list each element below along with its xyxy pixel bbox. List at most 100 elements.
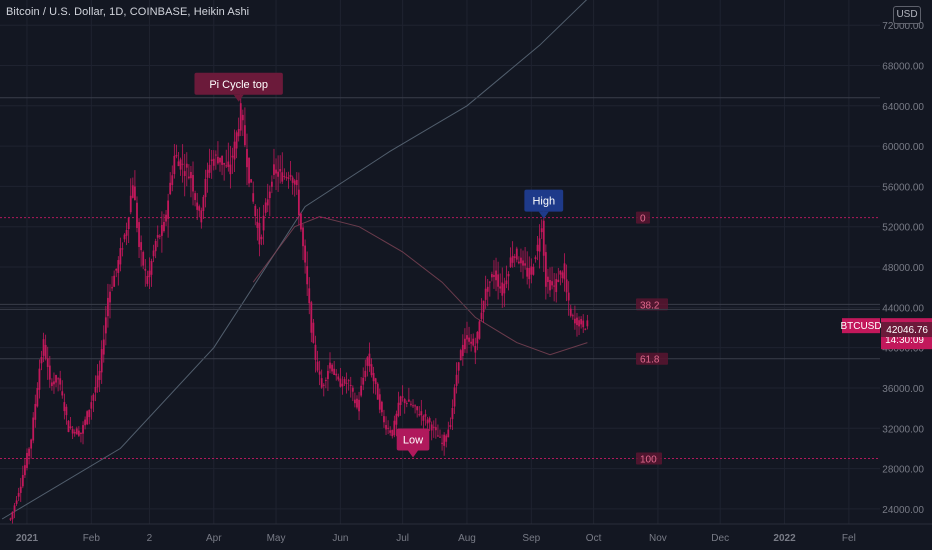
candle-body [131, 185, 134, 198]
short-term-ma-line [252, 216, 588, 356]
candle-body [206, 169, 209, 178]
candle-body [333, 368, 336, 376]
candle-body [526, 267, 529, 277]
candle-body [434, 427, 437, 431]
candle-body [57, 378, 60, 380]
candle-body [407, 399, 410, 402]
candle-body [285, 177, 288, 179]
candle-body [9, 518, 12, 520]
candle-body [414, 405, 416, 407]
candle-body [522, 260, 524, 266]
candle-body [198, 206, 201, 211]
candle-body [239, 103, 242, 131]
candle-body [551, 281, 553, 286]
y-tick-label: 28000.00 [882, 465, 924, 476]
x-tick-label: Dec [711, 533, 729, 544]
candle-body [264, 202, 267, 213]
x-tick-label: 2 [147, 533, 153, 544]
y-tick-label: 24000.00 [882, 505, 924, 516]
candle-body [324, 380, 327, 382]
candle-body [258, 223, 261, 245]
candle-body [439, 436, 441, 438]
candle-body [212, 158, 215, 166]
candle-body [119, 248, 122, 265]
candle-body [316, 361, 319, 371]
candle-body [345, 382, 348, 384]
candle-body [109, 291, 111, 303]
candle-body [310, 302, 313, 333]
candle-body [202, 196, 205, 211]
candle-body [148, 270, 151, 278]
candle-body [48, 365, 51, 380]
candle-body [461, 344, 464, 357]
callout-label: High [532, 196, 555, 208]
callout-box [524, 189, 564, 212]
candle-body [416, 406, 419, 411]
candle-body [297, 189, 300, 216]
candle-body [289, 174, 292, 178]
candle-body [181, 163, 184, 165]
candle-body [337, 376, 340, 380]
candle-body [42, 339, 45, 356]
candle-body [138, 222, 140, 247]
candle-body [397, 402, 400, 416]
candle-body [362, 377, 365, 385]
candle-body [532, 266, 535, 275]
candle-body [98, 370, 101, 380]
x-tick-label: Feb [83, 533, 101, 544]
candle-body [107, 297, 109, 317]
candle-body [256, 221, 259, 228]
candle-body [368, 353, 371, 367]
candle-body [447, 429, 450, 438]
candle-body [235, 132, 238, 149]
candle-body [34, 403, 37, 420]
candle-body [154, 240, 157, 252]
y-axis-bg [880, 0, 932, 550]
y-tick-label: 68000.00 [882, 62, 924, 73]
candle-body [21, 475, 24, 487]
candle-body [183, 171, 186, 177]
candle-body [331, 364, 333, 372]
candle-body [26, 452, 28, 468]
x-tick-label: Jul [396, 533, 409, 544]
candle-body [302, 227, 304, 247]
candle-body [69, 426, 72, 428]
candle-body [96, 375, 99, 388]
candle-body [582, 320, 585, 328]
candle-body [360, 385, 363, 396]
fib-label-box [636, 211, 650, 224]
candle-body [372, 372, 375, 382]
callout-box [396, 428, 430, 451]
callout-arrow [408, 450, 419, 458]
y-tick-label: 60000.00 [882, 142, 924, 153]
candle-body [281, 172, 284, 182]
candle-body [393, 420, 396, 436]
candle-body [561, 272, 564, 279]
candle-body [260, 236, 263, 240]
y-tick-label: 44000.00 [882, 303, 924, 314]
y-tick-label: 48000.00 [882, 263, 924, 274]
candle-body [513, 256, 516, 258]
candle-body [574, 318, 576, 324]
candle-body [505, 280, 508, 285]
currency-badge[interactable]: USD [893, 6, 921, 24]
candle-body [449, 425, 452, 427]
candle-body [432, 426, 435, 428]
candle-body [511, 255, 514, 263]
candle-body [403, 399, 406, 403]
candle-body [221, 155, 223, 165]
x-tick-label: Jun [332, 533, 348, 544]
candle-body [501, 282, 504, 296]
candle-body [200, 210, 203, 223]
candle-body [244, 125, 246, 146]
candle-body [470, 341, 473, 344]
candle-body [327, 370, 329, 379]
level-tag-box [881, 322, 932, 338]
candle-body [418, 414, 421, 416]
candle-body [343, 379, 346, 384]
candle-body [339, 378, 342, 387]
candle-body [50, 382, 53, 387]
candle-body [150, 260, 153, 275]
fib-label-box [636, 452, 662, 465]
